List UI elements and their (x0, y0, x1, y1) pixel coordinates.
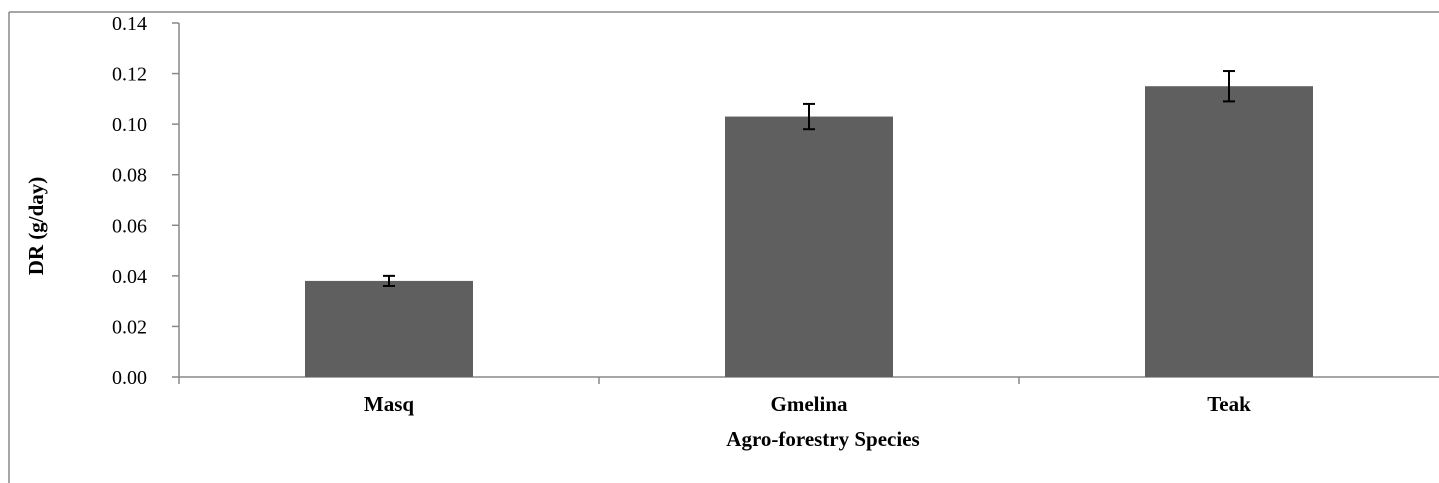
x-category-label: Masq (364, 392, 414, 416)
x-axis: Masq Gmelina Teak (178, 376, 1439, 416)
y-tick-label: 0.12 (112, 64, 147, 86)
y-tick-label: 0.00 (112, 367, 147, 389)
y-tick-label: 0.08 (112, 165, 147, 187)
y-tick-label: 0.04 (112, 266, 147, 288)
x-axis-title: Agro-forestry Species (726, 427, 919, 451)
bars (305, 86, 1313, 378)
y-axis: 0.00 0.02 0.04 0.06 0.08 0.10 0.12 0.14 (112, 13, 180, 389)
y-tick-label: 0.14 (112, 13, 147, 35)
y-tick-label: 0.02 (112, 316, 147, 338)
x-category-label: Teak (1207, 392, 1251, 416)
error-bars (383, 70, 1235, 287)
bar-teak (1145, 86, 1313, 377)
bar-gmelina (725, 116, 893, 378)
x-category-label: Gmelina (771, 392, 848, 416)
y-tick-label: 0.10 (112, 114, 147, 136)
bar-masq (305, 280, 473, 377)
y-tick-label: 0.06 (112, 215, 147, 237)
y-axis-title: DR (g/day) (24, 177, 48, 276)
